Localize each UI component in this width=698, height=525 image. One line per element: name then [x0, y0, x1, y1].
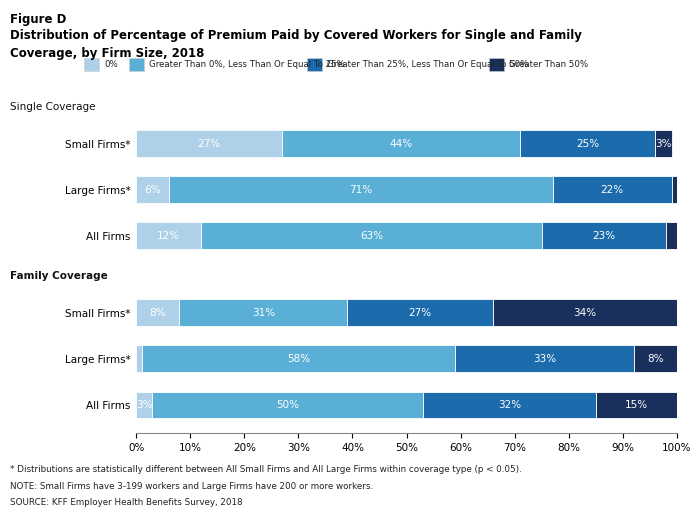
- Bar: [201, 223, 542, 249]
- Text: 25%: 25%: [577, 139, 600, 149]
- Bar: [347, 299, 493, 326]
- Text: 8%: 8%: [647, 354, 664, 364]
- Text: 44%: 44%: [389, 139, 413, 149]
- Text: Greater Than 50%: Greater Than 50%: [509, 60, 588, 69]
- Text: 12%: 12%: [157, 231, 180, 241]
- Bar: [282, 130, 520, 157]
- Text: Single Coverage: Single Coverage: [10, 102, 96, 112]
- Bar: [493, 299, 677, 326]
- Text: 50%: 50%: [276, 400, 299, 410]
- Text: Coverage, by Firm Size, 2018: Coverage, by Firm Size, 2018: [10, 47, 205, 60]
- Text: * Distributions are statistically different between All Small Firms and All Larg: * Distributions are statistically differ…: [10, 465, 522, 474]
- Text: 8%: 8%: [149, 308, 166, 318]
- Text: 22%: 22%: [600, 185, 624, 195]
- Bar: [142, 345, 455, 372]
- Text: 3%: 3%: [136, 400, 152, 410]
- Text: Figure D: Figure D: [10, 13, 67, 26]
- Text: 3%: 3%: [655, 139, 671, 149]
- Bar: [423, 392, 596, 418]
- Text: 34%: 34%: [574, 308, 597, 318]
- Text: 58%: 58%: [287, 354, 310, 364]
- Bar: [179, 299, 347, 326]
- Bar: [136, 176, 169, 203]
- Text: SOURCE: KFF Employer Health Benefits Survey, 2018: SOURCE: KFF Employer Health Benefits Sur…: [10, 498, 243, 507]
- Text: Family Coverage: Family Coverage: [10, 271, 108, 281]
- Bar: [136, 299, 179, 326]
- Bar: [542, 223, 666, 249]
- Bar: [596, 392, 677, 418]
- Bar: [655, 130, 671, 157]
- Text: 71%: 71%: [349, 185, 372, 195]
- Text: 31%: 31%: [252, 308, 275, 318]
- Bar: [136, 392, 152, 418]
- Text: 27%: 27%: [408, 308, 431, 318]
- Text: Distribution of Percentage of Premium Paid by Covered Workers for Single and Fam: Distribution of Percentage of Premium Pa…: [10, 29, 582, 42]
- Text: Greater Than 0%, Less Than Or Equal To 25%: Greater Than 0%, Less Than Or Equal To 2…: [149, 60, 346, 69]
- Text: 6%: 6%: [144, 185, 161, 195]
- Bar: [455, 345, 634, 372]
- Text: 15%: 15%: [625, 400, 648, 410]
- Text: 32%: 32%: [498, 400, 521, 410]
- Text: 23%: 23%: [593, 231, 616, 241]
- Text: 0%: 0%: [104, 60, 118, 69]
- Bar: [666, 223, 677, 249]
- Bar: [136, 130, 282, 157]
- Bar: [634, 345, 677, 372]
- Text: 63%: 63%: [360, 231, 383, 241]
- Bar: [152, 392, 423, 418]
- Bar: [671, 176, 677, 203]
- Text: Greater Than 25%, Less Than Or Equal To 50%: Greater Than 25%, Less Than Or Equal To …: [327, 60, 529, 69]
- Bar: [136, 223, 201, 249]
- Text: NOTE: Small Firms have 3-199 workers and Large Firms have 200 or more workers.: NOTE: Small Firms have 3-199 workers and…: [10, 482, 373, 491]
- Text: 27%: 27%: [198, 139, 221, 149]
- Text: 33%: 33%: [533, 354, 556, 364]
- Bar: [169, 176, 553, 203]
- Bar: [520, 130, 655, 157]
- Bar: [553, 176, 671, 203]
- Bar: [136, 345, 142, 372]
